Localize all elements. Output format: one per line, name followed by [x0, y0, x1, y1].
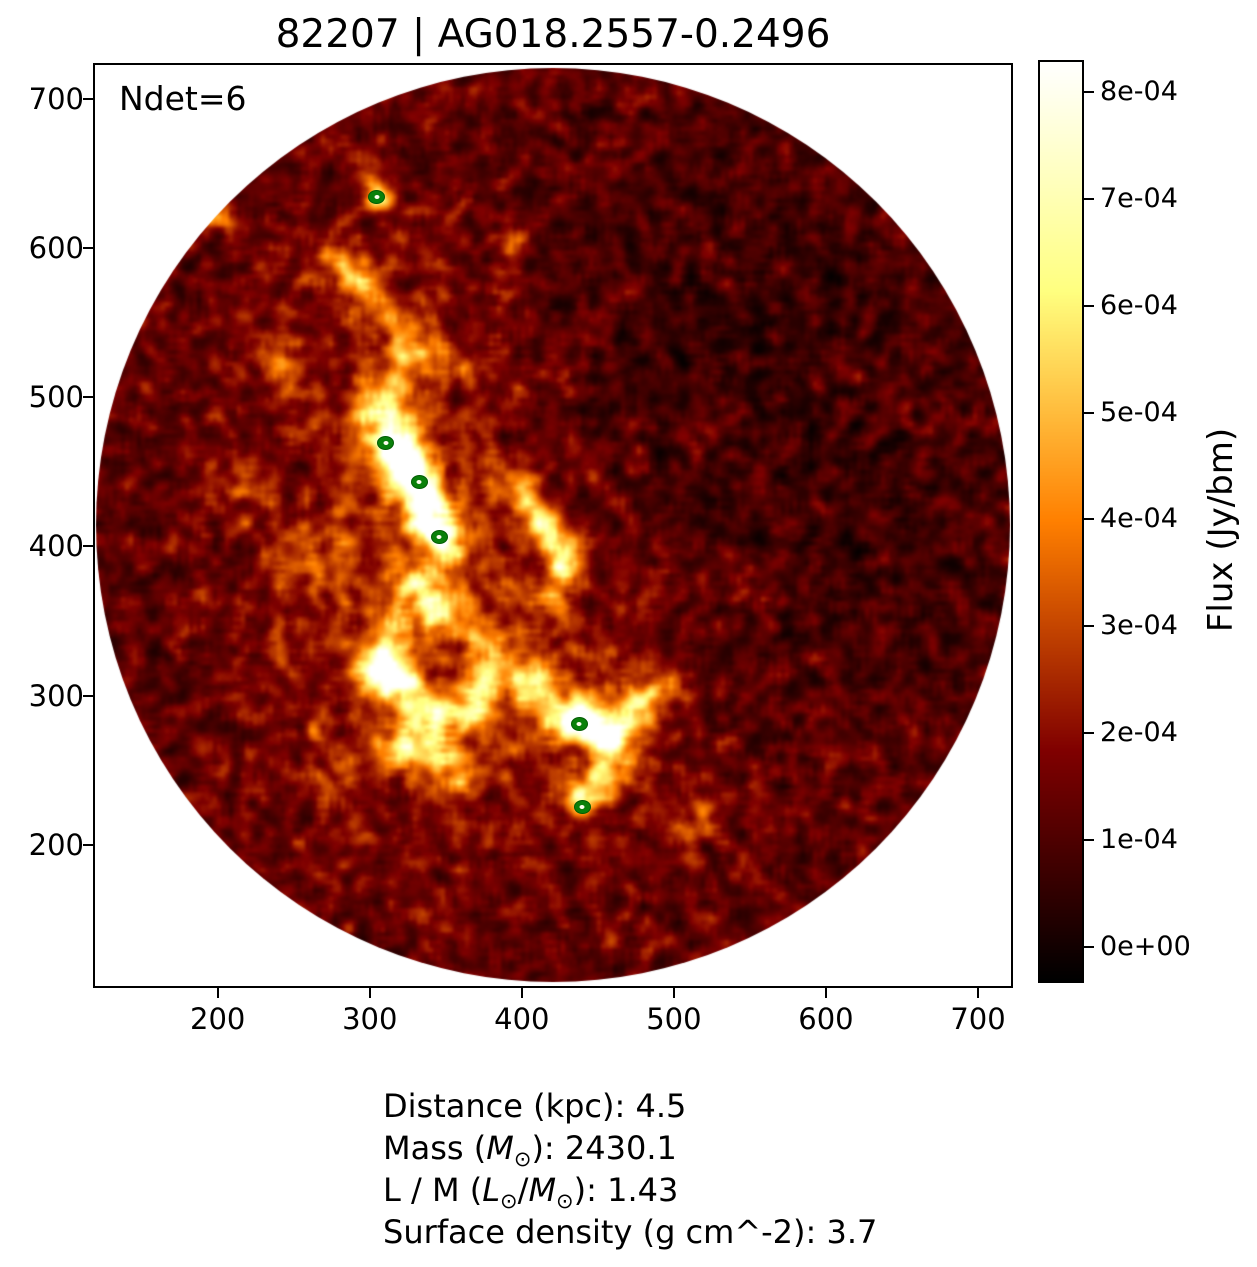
- info-line-3: L / M (L⊙/M⊙): 1.43: [383, 1169, 877, 1213]
- info-text: Distance (kpc): 4.5: [383, 1087, 687, 1125]
- colorbar-tick-mark: [1084, 518, 1094, 521]
- colorbar-tick-mark: [1084, 945, 1094, 948]
- plot-title: 82207 | AG018.2557-0.2496: [275, 12, 831, 57]
- y-tick-mark: [83, 396, 93, 399]
- colorbar-tick-mark: [1084, 732, 1094, 735]
- colorbar-tick-label: 2e-04: [1100, 717, 1178, 749]
- flux-map-canvas: [93, 63, 1013, 988]
- y-tick-mark: [83, 545, 93, 548]
- detection-marker-5: [570, 716, 588, 731]
- info-text: Mass (: [383, 1129, 487, 1167]
- y-tick-label: 300: [28, 678, 84, 713]
- math-variable: L: [482, 1171, 501, 1209]
- colorbar-tick-label: 6e-04: [1100, 289, 1178, 321]
- colorbar: [1038, 60, 1084, 983]
- colorbar-tick-mark: [1084, 304, 1094, 307]
- x-tick-label: 700: [950, 1002, 1006, 1036]
- info-text: ): 1.43: [573, 1171, 679, 1209]
- x-tick-label: 400: [494, 1002, 550, 1036]
- x-tick-mark: [672, 988, 675, 998]
- detection-marker-core: [576, 721, 582, 726]
- detection-marker-core: [579, 805, 585, 810]
- detection-marker-core: [436, 535, 442, 540]
- colorbar-tick-label: 0e+00: [1100, 930, 1191, 962]
- colorbar-tick-label: 3e-04: [1100, 610, 1178, 642]
- info-text: L / M (: [383, 1171, 483, 1209]
- x-tick-mark: [216, 988, 219, 998]
- sun-subscript: ⊙: [556, 1189, 574, 1213]
- colorbar-tick-mark: [1084, 91, 1094, 94]
- x-tick-label: 200: [190, 1002, 246, 1036]
- y-tick-label: 600: [28, 231, 84, 265]
- x-tick-label: 300: [342, 1002, 398, 1036]
- y-tick-label: 700: [28, 81, 84, 116]
- detection-marker-1: [368, 190, 386, 205]
- y-tick-mark: [83, 247, 93, 249]
- sun-subscript: ⊙: [513, 1147, 532, 1171]
- ndet-annotation: Ndet=6: [119, 79, 247, 118]
- colorbar-tick-label: 7e-04: [1100, 182, 1178, 214]
- y-tick-label: 200: [28, 827, 84, 862]
- colorbar-tick-mark: [1084, 197, 1094, 200]
- info-text: /: [517, 1171, 529, 1209]
- detection-marker-core: [383, 441, 389, 446]
- y-tick-label: 400: [28, 529, 84, 564]
- colorbar-tick-label: 1e-04: [1100, 823, 1178, 855]
- source-info-block: Distance (kpc): 4.5 Mass (M⊙): 2430.1 L / …: [383, 1085, 877, 1253]
- colorbar-tick-mark: [1084, 411, 1094, 414]
- detection-marker-core: [416, 480, 422, 485]
- y-tick-label: 500: [28, 380, 84, 415]
- detection-marker-core: [374, 195, 380, 200]
- x-tick-label: 500: [646, 1002, 702, 1036]
- flux-map-axes: Ndet=6: [93, 63, 1013, 988]
- colorbar-gradient-canvas: [1040, 62, 1082, 981]
- x-tick-mark: [520, 988, 523, 998]
- info-text: Surface density (g cm^-2): 3.7: [383, 1213, 878, 1251]
- y-tick-mark: [83, 97, 93, 100]
- sun-subscript: ⊙: [500, 1189, 518, 1213]
- y-tick-mark: [83, 694, 93, 697]
- math-variable: M: [528, 1171, 557, 1209]
- detection-marker-3: [410, 475, 428, 490]
- info-line-1: Distance (kpc): 4.5: [383, 1085, 877, 1127]
- colorbar-axis-label: Flux (Jy/bm): [1201, 427, 1241, 633]
- detection-marker-4: [430, 530, 448, 545]
- info-line-2: Mass (M⊙): 2430.1: [383, 1127, 877, 1171]
- info-line-4: Surface density (g cm^-2): 3.7: [383, 1211, 877, 1253]
- x-tick-mark: [368, 988, 371, 998]
- math-variable: M: [486, 1129, 514, 1167]
- colorbar-tick-label: 5e-04: [1100, 396, 1178, 428]
- y-tick-mark: [83, 843, 93, 846]
- colorbar-tick-mark: [1084, 838, 1094, 841]
- x-tick-mark: [977, 988, 980, 998]
- x-tick-mark: [824, 988, 827, 998]
- detection-marker-6: [573, 800, 591, 815]
- info-text: ): 2430.1: [531, 1129, 677, 1167]
- colorbar-tick-label: 4e-04: [1100, 503, 1178, 535]
- colorbar-tick-mark: [1084, 625, 1094, 628]
- x-tick-label: 600: [798, 1002, 854, 1036]
- colorbar-tick-label: 8e-04: [1100, 76, 1178, 108]
